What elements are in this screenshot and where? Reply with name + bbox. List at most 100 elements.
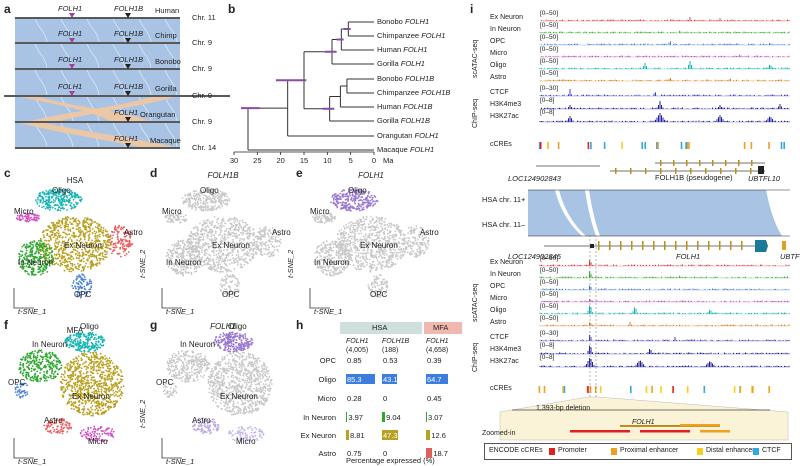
tsne-point bbox=[214, 232, 217, 234]
tsne-point bbox=[75, 278, 78, 281]
tsne-point bbox=[53, 229, 56, 232]
tsne-point bbox=[327, 254, 330, 256]
tsne-point bbox=[215, 261, 218, 264]
tsne-point bbox=[174, 260, 177, 262]
tsne-point bbox=[370, 221, 372, 224]
tsne-point bbox=[223, 262, 226, 265]
tsne-plot-f bbox=[13, 331, 125, 459]
leaf-species: Bonobo bbox=[377, 17, 405, 26]
tsne-point bbox=[111, 231, 114, 233]
tsne-point bbox=[208, 253, 211, 256]
tsne-point bbox=[242, 239, 245, 241]
tsne-point bbox=[97, 249, 100, 251]
tsne-point bbox=[47, 200, 50, 203]
tsne-point bbox=[219, 231, 222, 234]
tsne-point bbox=[51, 224, 54, 227]
tsne-point bbox=[41, 191, 44, 194]
tsne-point bbox=[67, 245, 70, 248]
tsne-point bbox=[198, 253, 201, 256]
tsne-point bbox=[391, 265, 393, 267]
tsne-point bbox=[272, 254, 275, 257]
tsne-point bbox=[74, 249, 77, 252]
tsne-point bbox=[323, 248, 325, 250]
tsne-point bbox=[100, 245, 103, 248]
tsne-point bbox=[205, 235, 208, 238]
tsne-point bbox=[324, 260, 327, 263]
tsne-point bbox=[192, 190, 195, 193]
tsne-point bbox=[113, 249, 116, 252]
tsne-point bbox=[206, 209, 209, 212]
tsne-point bbox=[107, 238, 110, 241]
tsne-point bbox=[223, 194, 226, 196]
tsne-point bbox=[261, 234, 264, 237]
tsne-point bbox=[378, 240, 380, 242]
tsne-point bbox=[94, 232, 97, 235]
tsne-point bbox=[57, 232, 60, 235]
tsne-point bbox=[353, 199, 355, 201]
tsne-point bbox=[67, 338, 70, 341]
tsne-point bbox=[381, 242, 384, 245]
tsne-point bbox=[77, 332, 79, 335]
tsne-point bbox=[54, 191, 57, 194]
tsne-point bbox=[277, 250, 279, 252]
tsne-point bbox=[268, 246, 270, 249]
tsne-point bbox=[413, 241, 415, 244]
tsne-point bbox=[19, 266, 22, 268]
tsne-point bbox=[34, 219, 36, 222]
tsne-point bbox=[218, 271, 221, 273]
tsne-point bbox=[76, 295, 79, 298]
synteny-band bbox=[15, 19, 180, 42]
tsne-point bbox=[226, 234, 229, 237]
tsne-point bbox=[81, 248, 83, 251]
tsne-point bbox=[363, 208, 365, 211]
tsne-point bbox=[396, 225, 398, 227]
tsne-point bbox=[117, 227, 120, 229]
tsne-point bbox=[47, 254, 49, 257]
tsne-point bbox=[387, 241, 389, 244]
tsne-point bbox=[354, 199, 357, 202]
tsne-point bbox=[249, 259, 252, 262]
tsne-point bbox=[26, 262, 29, 265]
tsne-point bbox=[79, 336, 82, 338]
tsne-point bbox=[369, 251, 372, 254]
tsne-point bbox=[346, 192, 348, 195]
tsne-point bbox=[414, 256, 416, 258]
tsne-point bbox=[418, 254, 420, 257]
tsne-point bbox=[391, 254, 394, 256]
tsne-point bbox=[200, 257, 203, 260]
tsne-point bbox=[314, 263, 317, 266]
tsne-point bbox=[196, 232, 199, 234]
tsne-point bbox=[18, 257, 21, 260]
tsne-point bbox=[394, 238, 397, 241]
tsne-point bbox=[79, 332, 82, 335]
tsne-point bbox=[127, 242, 130, 245]
tsne-point bbox=[191, 264, 193, 266]
tsne-point bbox=[325, 269, 328, 272]
tsne-point bbox=[392, 236, 395, 238]
tsne-point bbox=[367, 241, 369, 244]
tsne-point bbox=[263, 228, 265, 231]
tsne-point bbox=[122, 247, 124, 250]
tsne-point bbox=[177, 216, 180, 219]
tsne-point bbox=[33, 264, 36, 266]
tsne-point bbox=[100, 257, 102, 260]
tsne-point bbox=[235, 277, 238, 280]
tsne-point bbox=[87, 266, 89, 268]
tsne-point bbox=[344, 195, 347, 198]
tsne-point bbox=[19, 364, 22, 366]
tsne-point bbox=[270, 237, 273, 239]
tsne-point bbox=[201, 193, 203, 195]
tsne-point bbox=[362, 206, 365, 209]
tsne-point bbox=[215, 250, 218, 252]
tsne-point bbox=[251, 255, 254, 258]
tsne-point bbox=[210, 205, 213, 208]
tsne-point bbox=[35, 218, 38, 220]
tsne-point bbox=[42, 236, 45, 239]
synteny-streak bbox=[34, 18, 48, 43]
tsne-point bbox=[29, 251, 31, 254]
tsne-point bbox=[76, 247, 79, 250]
tsne-point bbox=[123, 226, 126, 228]
tsne-point bbox=[334, 272, 336, 275]
tsne-point bbox=[332, 267, 335, 270]
tsne-point bbox=[344, 244, 347, 246]
